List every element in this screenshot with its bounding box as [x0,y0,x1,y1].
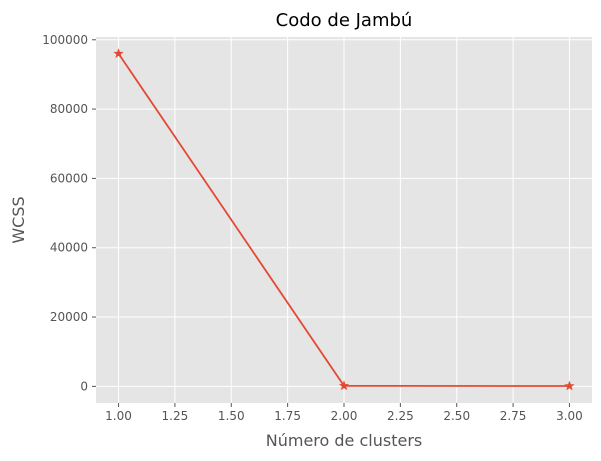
x-tick-label: 1.00 [105,409,132,423]
y-tick-label: 0 [80,379,88,393]
data-point-marker [338,380,350,391]
x-tick-label: 2.25 [387,409,414,423]
y-tick-label: 100000 [42,33,88,47]
data-point-marker [113,48,124,58]
x-tick-label: 1.75 [274,409,301,423]
x-tick-label: 1.50 [218,409,245,423]
x-tick-label: 2.50 [443,409,470,423]
y-axis-ticks: 0 20000 40000 60000 80000 100000 [42,33,96,393]
x-tick-label: 3.00 [556,409,583,423]
series-layer [113,48,575,391]
x-tick-label: 1.25 [162,409,189,423]
y-tick-label: 40000 [50,241,88,255]
data-point-marker [564,380,575,391]
x-tick-label: 2.75 [500,409,527,423]
x-axis-label: Número de clusters [266,431,422,450]
y-tick-label: 60000 [50,171,88,185]
y-axis-label: WCSS [9,196,28,243]
x-axis-ticks: 1.00 1.25 1.50 1.75 2.00 2.25 2.50 2.75 3.00 [105,403,583,423]
x-tick-label: 2.00 [331,409,358,423]
y-tick-label: 20000 [50,310,88,324]
y-tick-label: 80000 [50,102,88,116]
chart-title: Codo de Jambú [276,10,413,31]
